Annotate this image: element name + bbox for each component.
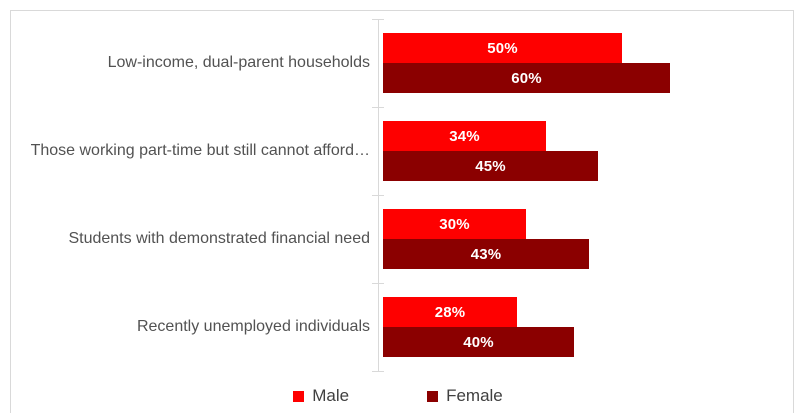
bar-female-2: 43% — [383, 239, 589, 269]
bar-female-0: 60% — [383, 63, 670, 93]
bar-value-label: 43% — [470, 245, 502, 263]
bar-value-label: 50% — [487, 39, 518, 57]
legend-label: Female — [446, 386, 503, 405]
legend-label: Male — [312, 386, 350, 405]
category-label: Low-income, dual-parent households — [107, 54, 370, 72]
bar-value-label: 45% — [475, 157, 506, 175]
axis-tick — [372, 283, 384, 284]
bar-male-3: 28% — [383, 297, 517, 327]
category-axis-labels: Low-income, dual-parent households Those … — [14, 19, 370, 371]
chart-border — [10, 10, 794, 413]
bar-value-label: 28% — [434, 303, 466, 321]
bar-male-1: 34% — [383, 121, 546, 151]
bar-group: 30% 43% — [383, 195, 670, 283]
axis-tick — [372, 195, 384, 196]
category-label: Those working part-time but still cannot… — [30, 142, 370, 160]
axis-tick — [372, 19, 384, 20]
category-label-row: Those working part-time but still cannot… — [14, 107, 370, 195]
bar-value-label: 60% — [511, 69, 542, 87]
category-label-row: Recently unemployed individuals — [14, 283, 370, 371]
bar-female-1: 45% — [383, 151, 598, 181]
plot-area: 50% 60% 34% 45% 30% 43% 28% 40% — [383, 19, 670, 371]
bar-value-label: 40% — [463, 333, 494, 351]
bar-male-0: 50% — [383, 33, 622, 63]
legend-swatch-icon — [427, 390, 439, 402]
bar-group: 50% 60% — [383, 19, 670, 107]
bar-value-label: 30% — [439, 215, 470, 233]
bar-male-2: 30% — [383, 209, 526, 239]
category-label-row: Students with demonstrated financial nee… — [14, 195, 370, 283]
category-label: Recently unemployed individuals — [136, 318, 370, 336]
legend: Male Female — [0, 383, 796, 409]
bar-value-label: 34% — [449, 127, 480, 145]
category-label-row: Low-income, dual-parent households — [14, 19, 370, 107]
category-label: Students with demonstrated financial nee… — [68, 230, 370, 248]
legend-swatch-icon — [293, 390, 305, 402]
axis-tick — [372, 371, 384, 372]
axis-tick — [372, 107, 384, 108]
bar-female-3: 40% — [383, 327, 574, 357]
bar-group: 34% 45% — [383, 107, 670, 195]
legend-item-male: Male — [293, 386, 349, 406]
legend-item-female: Female — [427, 386, 503, 406]
bar-group: 28% 40% — [383, 283, 670, 371]
